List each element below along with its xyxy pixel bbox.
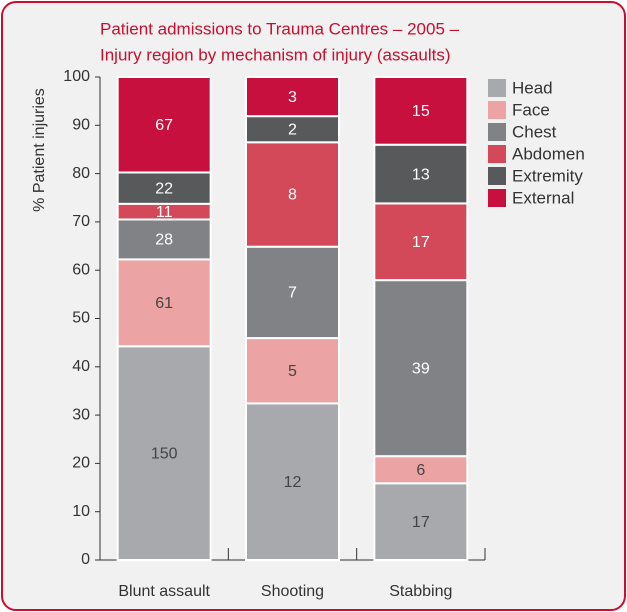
y-tick-label: 70 [72,213,90,230]
data-label: 15 [412,103,430,120]
legend-swatch [488,123,506,141]
y-tick-label: 30 [72,406,90,423]
x-tick-label: Stabbing [389,583,452,600]
data-label: 6 [416,462,425,479]
bar-segment [116,76,212,174]
data-label: 22 [155,180,173,197]
bar-segment [245,337,340,405]
y-tick-label: 50 [72,310,90,327]
data-label: 11 [156,204,173,221]
bar-segment [373,202,469,282]
y-tick-label: 40 [72,358,90,375]
x-tick-label: Shooting [261,583,324,600]
y-tick-label: 10 [72,503,90,520]
data-label: 61 [155,295,173,312]
data-label: 39 [412,360,430,377]
data-label: 5 [288,363,297,380]
y-tick-label: 100 [63,68,90,85]
data-label: 2 [288,121,297,138]
legend-swatch [488,189,506,207]
y-axis-label: % Patient injuries [31,88,48,212]
bar-segment [116,258,212,348]
data-label: 7 [288,285,297,302]
data-label: 17 [412,514,430,531]
data-label: 67 [155,117,173,134]
data-label: 8 [288,187,297,204]
bar-segment [116,345,212,561]
bar-segment [245,245,340,340]
bar-segment [373,76,469,146]
legend-swatch [488,79,506,97]
data-label: 12 [284,474,302,491]
y-tick-label: 60 [72,261,90,278]
y-tick-label: 20 [72,455,90,472]
legend-swatch [488,167,506,185]
y-tick-label: 0 [81,551,90,568]
bar-segment [373,482,469,562]
legend-label: Abdomen [512,144,585,163]
data-label: 13 [412,166,430,183]
legend-swatch [488,145,506,163]
data-label: 150 [151,445,178,462]
legend-label: Chest [512,122,557,141]
bar-segment [373,143,469,205]
legend-swatch [488,101,506,119]
bar-segment [245,76,340,118]
y-tick-label: 80 [72,165,90,182]
chart-subtitle: Injury region by mechanism of injury (as… [100,45,451,64]
x-tick-label: Blunt assault [118,583,210,600]
data-label: 28 [155,232,173,249]
data-label: 17 [412,234,430,251]
bar-segment [373,279,469,458]
y-tick-label: 90 [72,117,90,134]
legend-label: External [512,188,574,207]
bar-segment [245,141,340,248]
legend-label: Head [512,78,553,97]
data-label: 3 [288,89,297,106]
bar-segment [116,171,212,205]
chart-title: Patient admissions to Trauma Centres – 2… [100,19,460,38]
legend-label: Face [512,100,550,119]
legend-label: Extremity [512,166,583,185]
bar-segment [245,402,340,561]
